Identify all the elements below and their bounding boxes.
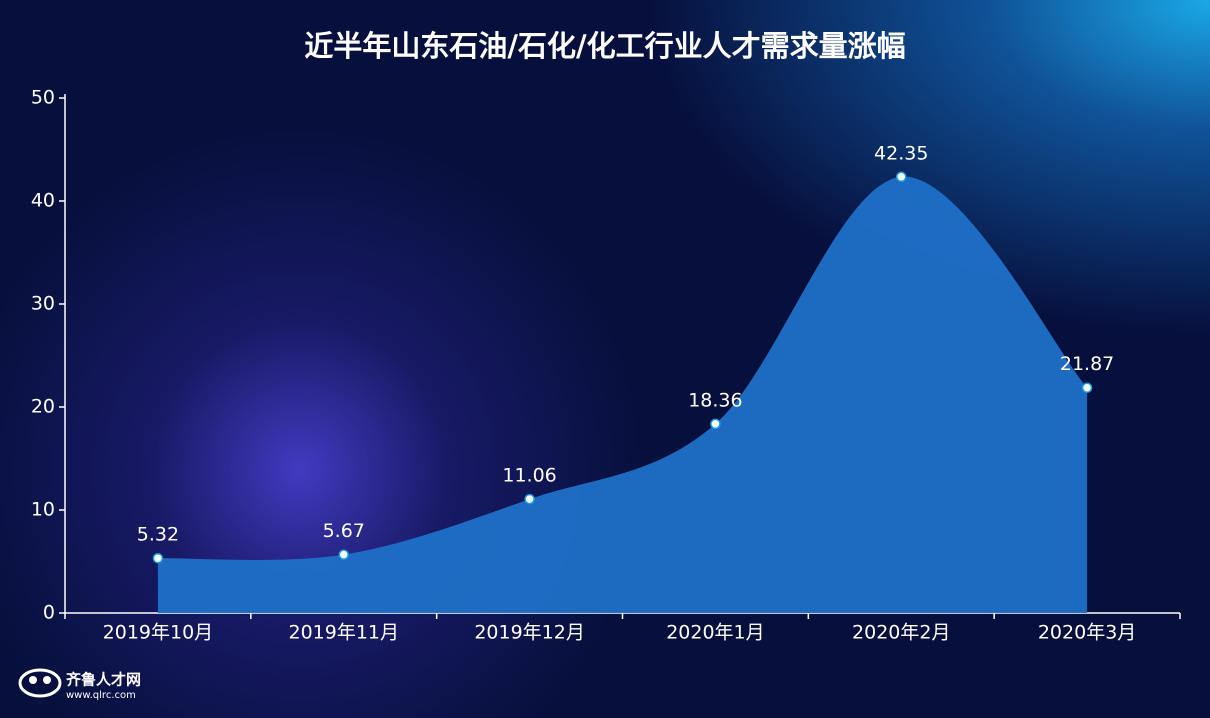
x-tick-label: 2019年10月	[103, 622, 214, 644]
chart-title: 近半年山东石油/石化/化工行业人才需求量涨幅	[304, 29, 905, 63]
point	[896, 171, 907, 183]
y-tick-label: 10	[31, 499, 55, 521]
logo: 齐鲁人才网 www.qlrc.com	[18, 668, 141, 701]
value-label: 5.32	[137, 524, 179, 546]
x-tick-label: 2019年11月	[288, 622, 399, 644]
x-tick-label: 2020年3月	[1038, 622, 1136, 644]
value-label: 18.36	[688, 389, 742, 411]
y-tick-label: 30	[31, 293, 55, 315]
y-tick-label: 20	[31, 396, 55, 418]
logo-icon	[18, 668, 62, 698]
logo-url: www.qlrc.com	[66, 690, 136, 701]
x-tick-label: 2019年12月	[474, 622, 585, 644]
value-label: 42.35	[874, 142, 928, 164]
point	[338, 549, 349, 560]
point	[710, 418, 721, 430]
y-tick-label: 50	[31, 87, 55, 109]
logo-name: 齐鲁人才网	[66, 671, 141, 689]
logo-eye	[43, 676, 51, 684]
point	[152, 552, 164, 564]
y-tick-label: 40	[31, 190, 55, 212]
y-tick-label: 0	[43, 602, 55, 624]
value-label: 11.06	[502, 465, 556, 487]
value-label: 5.67	[323, 520, 365, 542]
point	[524, 493, 535, 505]
point	[1081, 382, 1093, 393]
x-tick-label: 2020年1月	[666, 622, 764, 644]
area	[157, 176, 1088, 613]
value-label: 21.87	[1060, 353, 1114, 375]
logo-eye	[29, 676, 37, 684]
x-tick-label: 2020年2月	[852, 622, 950, 644]
